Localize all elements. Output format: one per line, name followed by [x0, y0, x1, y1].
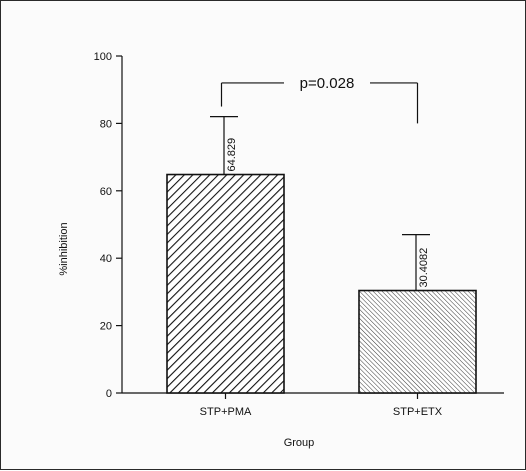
- x-axis: STP+PMA STP+ETX: [122, 392, 504, 418]
- error-bars-group: 64.829 30.4082: [210, 116, 430, 291]
- y-tick-label: 0: [106, 388, 112, 400]
- y-tick-label: 60: [100, 186, 112, 198]
- bar: [358, 289, 477, 394]
- bar-value-label: 64.829: [226, 138, 238, 172]
- x-tick-label: STP+ETX: [393, 406, 443, 418]
- p-value-label: p=0.028: [300, 75, 355, 92]
- y-tick-label: 100: [94, 51, 112, 63]
- y-axis-label: %inhibition: [58, 222, 70, 275]
- y-tick-label: 40: [100, 253, 112, 265]
- bars-group: [166, 173, 477, 394]
- y-axis: 0 20 40 60 80 100: [94, 51, 123, 400]
- y-tick-label: 80: [100, 118, 112, 130]
- x-axis-label: Group: [284, 437, 315, 449]
- y-tick-label: 20: [100, 321, 112, 333]
- x-tick-label: STP+PMA: [200, 406, 252, 418]
- significance-bracket: p=0.028: [220, 75, 419, 124]
- bar-value-label: 30.4082: [418, 248, 430, 288]
- bar: [166, 173, 285, 394]
